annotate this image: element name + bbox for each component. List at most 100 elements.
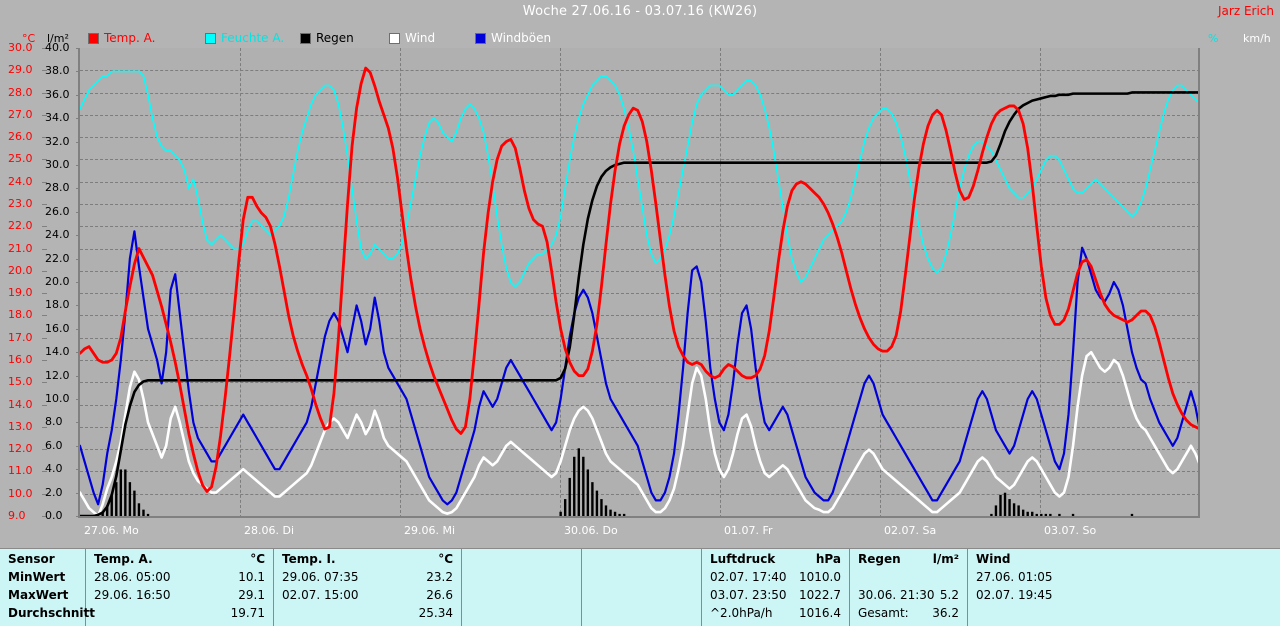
gridline-horizontal (80, 471, 1200, 473)
axis-tick-mark (42, 114, 47, 116)
x-axis-day-label: 28.06. Di (244, 524, 295, 537)
table-row (582, 587, 701, 604)
rain-bar (146, 513, 150, 516)
rain-bar (994, 505, 998, 516)
table-row: Regen l/m² (850, 551, 967, 568)
gridline-vertical (240, 48, 241, 518)
rain-bar (559, 511, 562, 516)
rain-bar (137, 503, 141, 516)
rain-bar (133, 490, 136, 516)
table-row: 02.07. 19:4534.4 (968, 587, 1280, 604)
rain-bar (1040, 513, 1043, 516)
gridline-horizontal (80, 382, 1200, 384)
axis-tick-label: 17.0 (8, 330, 33, 344)
table-row (462, 587, 581, 604)
table-cell-label: ^2.0hPa/h (710, 606, 773, 620)
table-cell-value: 10.1 (238, 570, 265, 584)
axis-tick-label: 0.0 (45, 509, 63, 522)
table-cell-value: 36.2 (932, 606, 959, 620)
table-cell-value: 5.2 (939, 588, 959, 602)
axis-tick-label: 38.0 (45, 64, 70, 78)
legend-item-wind[interactable]: Wind (389, 31, 435, 45)
axis-tick-label: 29.0 (8, 63, 33, 77)
rain-bar (618, 513, 621, 516)
rain-bar (1026, 511, 1029, 516)
axis-tick-label: 21.0 (8, 241, 33, 255)
table-row (462, 551, 581, 568)
legend-item-windboeen[interactable]: Windböen (475, 31, 551, 45)
axis-tick-mark (42, 449, 47, 451)
series-line (80, 230, 1200, 506)
axis-unit-temp-left: °C (22, 32, 36, 45)
table-cell-value: 23.2 (426, 570, 453, 584)
gridline-vertical (560, 48, 561, 518)
gridline-vertical (720, 48, 721, 518)
axis-tick-label: 20.0 (8, 263, 33, 277)
table-row (582, 569, 701, 586)
axis-tick-label: 28.0 (45, 181, 70, 195)
axis-tick-mark (42, 516, 47, 517)
gridline-horizontal (80, 70, 1200, 72)
rain-bar (990, 513, 993, 516)
gridline-horizontal (80, 293, 1200, 295)
axis-tick-label: 30.0 (8, 41, 33, 54)
axis-tick-label: 30.0 (45, 158, 70, 171)
table-cell-label: 28.06. 05:00 (94, 570, 171, 584)
table-cell-value: °C (250, 552, 265, 566)
axis-tick-mark (42, 159, 47, 161)
legend-item-temp-a[interactable]: Temp. A. (88, 31, 155, 45)
gridline-horizontal (80, 181, 1200, 183)
table-row: Temp. A. °C (86, 551, 273, 568)
table-cell-label: 27.06. 01:05 (976, 570, 1053, 584)
rain-bar (600, 499, 603, 516)
legend-item-regen[interactable]: Regen (300, 31, 354, 45)
axis-tick-label: 8.0 (45, 415, 63, 429)
table-row: 03.07. 23:50 1022.7 (702, 587, 849, 604)
axis-tick-label: 40.0 (45, 41, 70, 54)
table-cell-label: 03.07. 23:50 (710, 588, 787, 602)
x-axis-day-label: 29.06. Mi (404, 524, 456, 537)
x-axis-day-label: 02.07. Sa (884, 524, 937, 537)
chart-plot-area[interactable] (78, 48, 1200, 518)
axis-tick-label: 23.0 (8, 197, 33, 210)
table-cell-value: 26.6 (426, 588, 453, 602)
axis-tick-label: 2.0 (45, 485, 63, 499)
x-axis-line (80, 516, 1200, 518)
table-row (582, 551, 701, 568)
gridline-horizontal (80, 248, 1200, 250)
axis-tick-mark (42, 471, 47, 473)
axis-tick-mark (42, 48, 47, 49)
table-section-temp-aussen: Temp. A. °C 28.06. 05:00 10.1 29.06. 16:50 29… (86, 549, 274, 626)
rain-bar (577, 448, 580, 516)
table-row: 25.34 (274, 605, 461, 622)
table-section-regen: Regen l/m² 30.06. 21:30 5.2 Gesamt: 36.2 (850, 549, 968, 626)
legend-swatch-regen (300, 32, 311, 44)
rain-bar (142, 509, 145, 516)
axis-tick-label: 28.0 (8, 85, 33, 99)
summary-table: Sensor MinWert MaxWert Durchschnitt Temp… (0, 548, 1280, 626)
table-cell-value: l/m² (932, 552, 959, 566)
table-row (462, 605, 581, 622)
legend-item-feuchte-a[interactable]: Feuchte A. (205, 31, 284, 45)
axis-tick-label: 36.0 (45, 87, 70, 101)
table-cell-label: 02.07. 15:00 (282, 588, 359, 602)
table-cell-value: 1016.4 (799, 606, 841, 620)
rain-bar (999, 494, 1002, 516)
rain-bar (128, 482, 132, 516)
table-section-temp-innen: Temp. I. °C 29.06. 07:35 23.2 02.07. 15:00 26… (274, 549, 462, 626)
gridline-horizontal (80, 449, 1200, 451)
legend-label-windboeen: Windböen (491, 31, 552, 45)
table-row: 30.06. 21:30 5.2 (850, 587, 967, 604)
rain-bar (622, 513, 626, 516)
rain-bar (568, 477, 571, 516)
rain-bar (1035, 513, 1038, 516)
table-row: ^2.0hPa/h 1016.4 (702, 605, 849, 622)
row-label-minwert: MinWert (8, 570, 66, 584)
table-cell-label: 29.06. 07:35 (282, 570, 359, 584)
legend-label-regen: Regen (316, 31, 354, 45)
gridline-horizontal (80, 92, 1200, 94)
table-section-empty-1 (462, 549, 582, 626)
rain-bar (604, 505, 608, 516)
author-label: Jarz Erich (1218, 4, 1274, 18)
table-row: Temp. I. °C (274, 551, 461, 568)
